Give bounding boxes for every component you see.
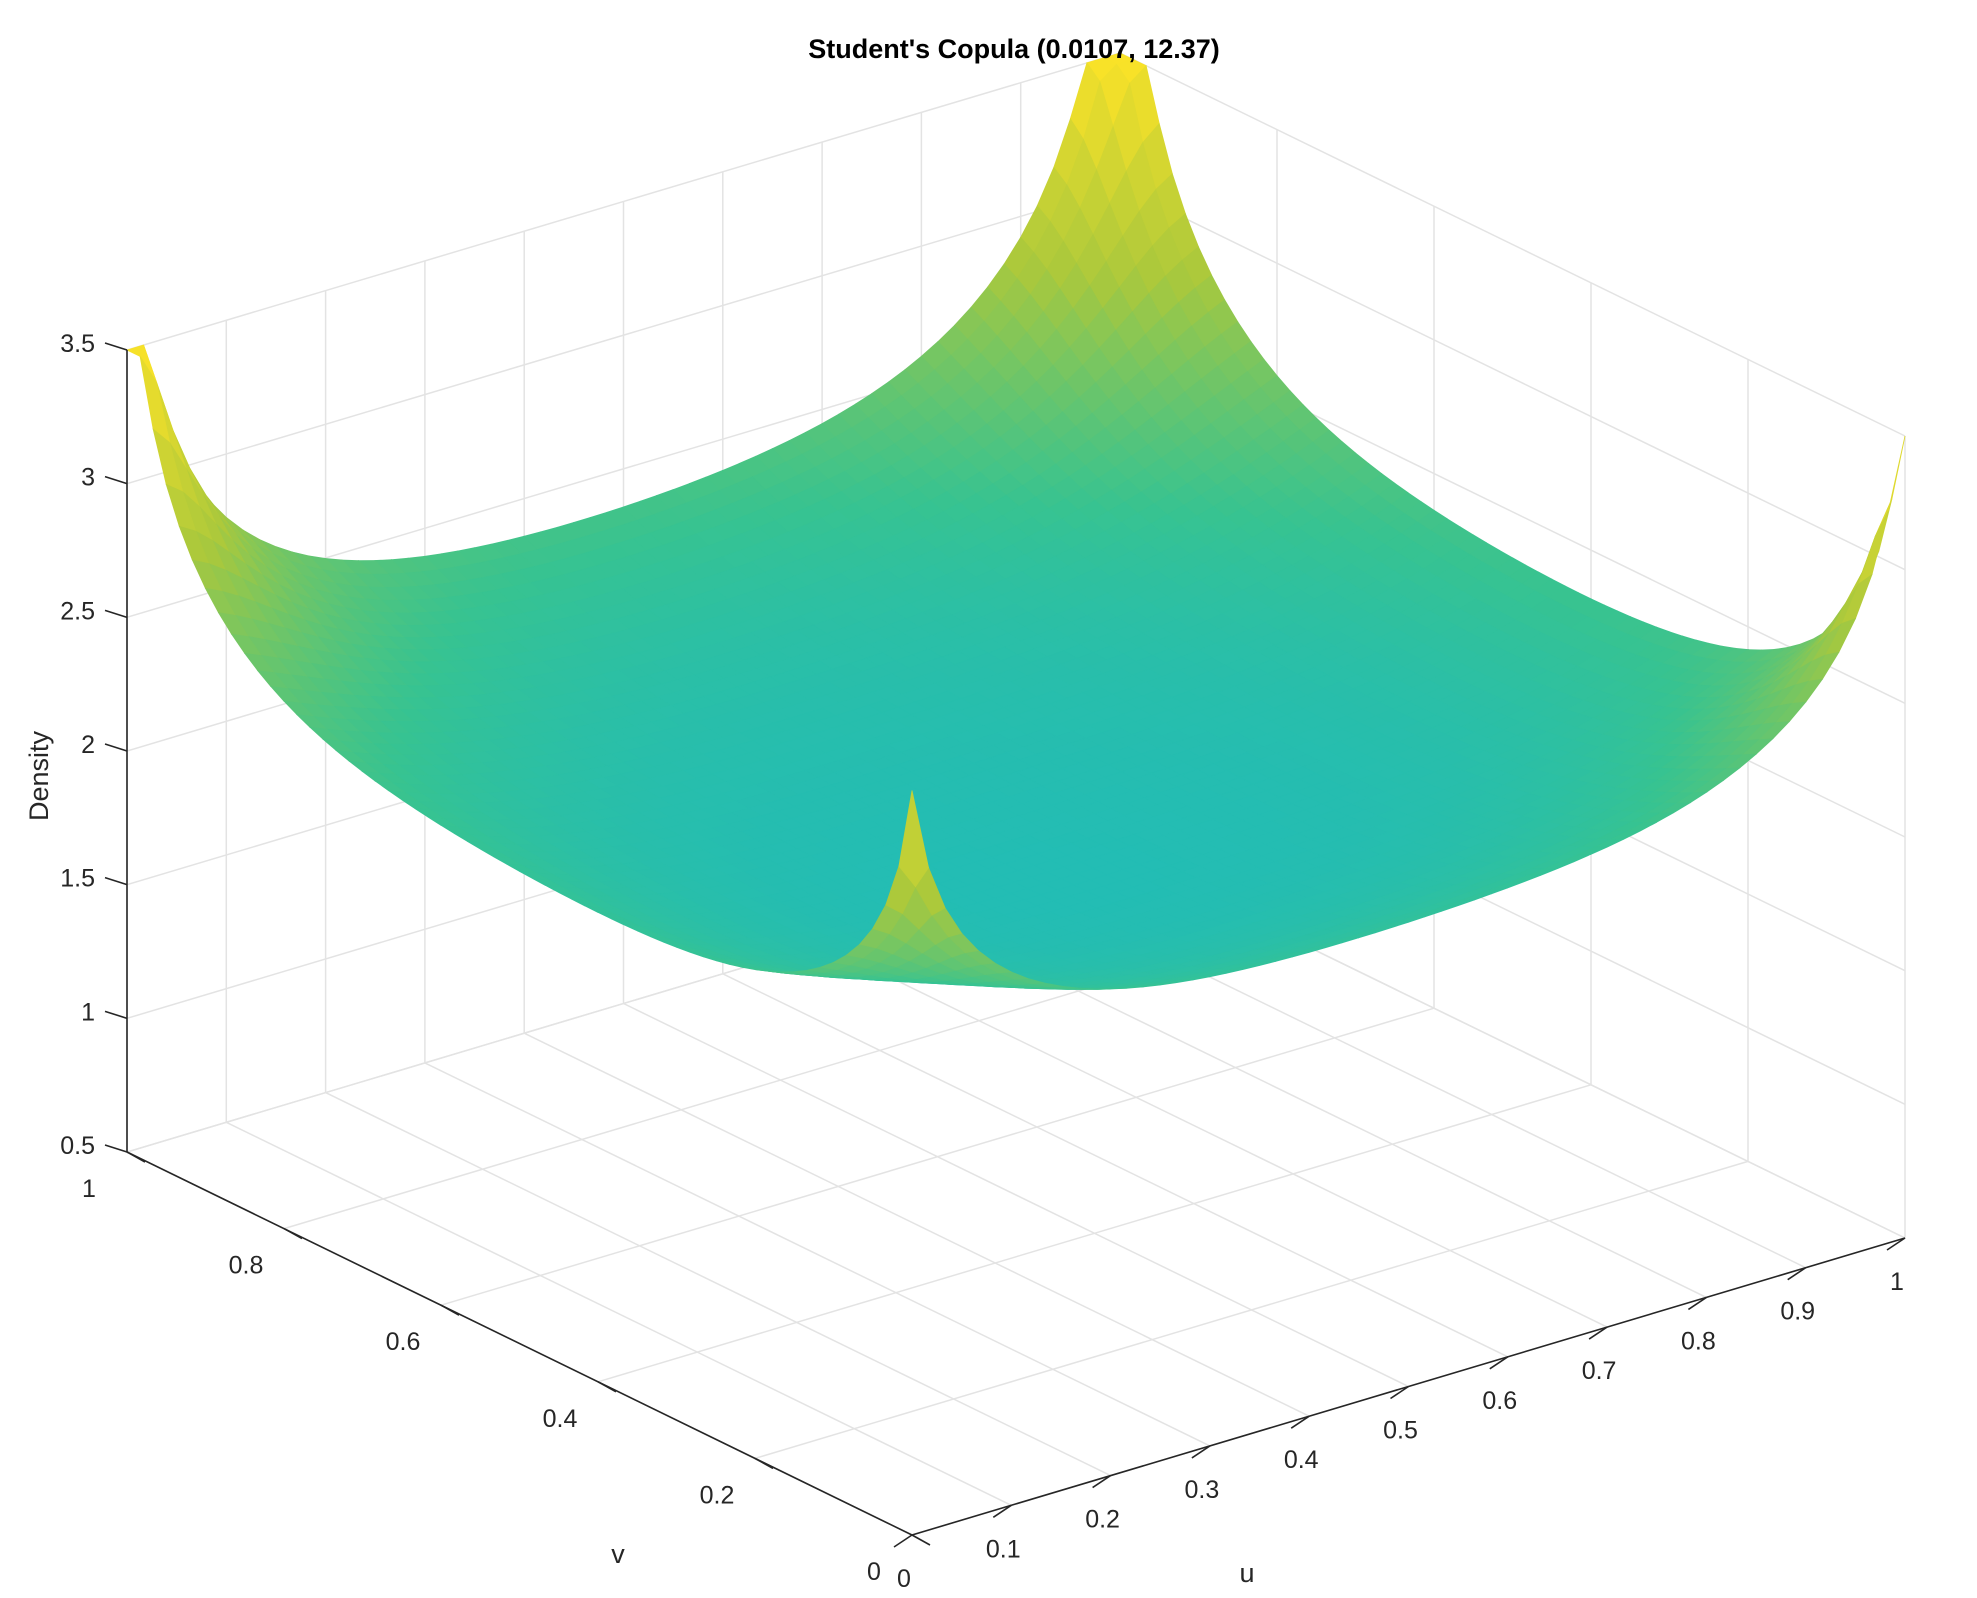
x-tick-mark	[1092, 1474, 1112, 1489]
y-tick-label: 0.6	[386, 1328, 421, 1356]
y-axis-label: v	[611, 1539, 625, 1569]
x-tick-mark	[1390, 1385, 1409, 1400]
grid-line-u-floor	[424, 1062, 1211, 1447]
x-tick-label: 0.8	[1681, 1327, 1716, 1355]
z-tick-mark	[104, 475, 128, 485]
z-tick-mark	[104, 876, 128, 886]
z-tick-mark	[104, 1144, 128, 1153]
x-tick-label: 0	[897, 1565, 911, 1593]
x-tick-label: 0.5	[1383, 1417, 1418, 1445]
grid-line-v-floor	[440, 1007, 1435, 1306]
chart-title: Student's Copula (0.0107, 12.37)	[808, 34, 1220, 64]
density-surface	[125, 52, 1906, 990]
x-axis-label: u	[1239, 1558, 1254, 1588]
y-tick-mark	[126, 1151, 146, 1163]
z-tick-mark	[104, 1010, 128, 1020]
x-tick-label: 0.2	[1085, 1506, 1120, 1534]
y-tick-label: 1	[82, 1175, 96, 1203]
x-tick-mark	[992, 1504, 1012, 1518]
y-tick-mark	[597, 1381, 617, 1393]
grid-line-u-floor	[821, 943, 1608, 1328]
surface-patch	[1875, 435, 1906, 537]
z-tick-label: 2	[81, 731, 95, 759]
x-tick-label: 0.7	[1582, 1357, 1617, 1385]
grid-line-u-floor	[225, 1121, 1012, 1506]
grid-line-v-floor	[597, 1084, 1592, 1383]
z-tick-mark	[104, 342, 128, 351]
y-tick-mark	[911, 1534, 931, 1546]
z-tick-label: 1.5	[60, 865, 95, 893]
z-tick-label: 2.5	[60, 597, 95, 625]
z-axis-label: Density	[24, 730, 54, 821]
grid-line-v-floor	[754, 1160, 1749, 1460]
x-tick-label: 0.6	[1482, 1387, 1517, 1415]
surface-patch	[1858, 510, 1889, 586]
z-tick-label: 0.5	[60, 1132, 95, 1160]
x-tick-mark	[1886, 1237, 1906, 1251]
y-tick-mark	[754, 1457, 774, 1470]
y-tick-label: 0.2	[700, 1481, 735, 1509]
x-tick-label: 1	[1890, 1268, 1904, 1296]
z-tick-label: 3	[81, 464, 95, 492]
y-tick-label: 0.8	[229, 1252, 264, 1280]
grid-line-u-floor	[325, 1091, 1111, 1477]
grid-line-u-floor	[523, 1032, 1310, 1417]
z-tick-mark	[104, 743, 128, 752]
x-tick-label: 0.1	[986, 1535, 1021, 1563]
x-tick-mark	[1588, 1326, 1608, 1340]
y-tick-label: 0.4	[543, 1405, 578, 1433]
x-tick-mark	[1787, 1267, 1807, 1281]
y-axis-line	[126, 1151, 913, 1536]
x-tick-mark	[1191, 1445, 1211, 1459]
grid-line-u-floor	[722, 973, 1509, 1358]
z-tick-label: 1	[81, 998, 95, 1026]
x-tick-mark	[1290, 1415, 1310, 1429]
y-tick-label: 0	[867, 1558, 881, 1586]
x-tick-mark	[1489, 1356, 1509, 1370]
z-tick-mark	[104, 609, 128, 619]
y-tick-mark	[440, 1304, 460, 1316]
x-tick-mark	[1687, 1296, 1707, 1311]
y-tick-mark	[283, 1227, 303, 1240]
surface-patch	[139, 356, 171, 444]
grid-line-u-floor	[623, 1002, 1409, 1388]
x-tick-label: 0.9	[1780, 1298, 1815, 1326]
x-tick-mark	[893, 1534, 913, 1548]
z-tick-label: 3.5	[60, 330, 95, 358]
x-tick-label: 0.4	[1284, 1446, 1319, 1474]
x-tick-label: 0.3	[1185, 1476, 1220, 1504]
